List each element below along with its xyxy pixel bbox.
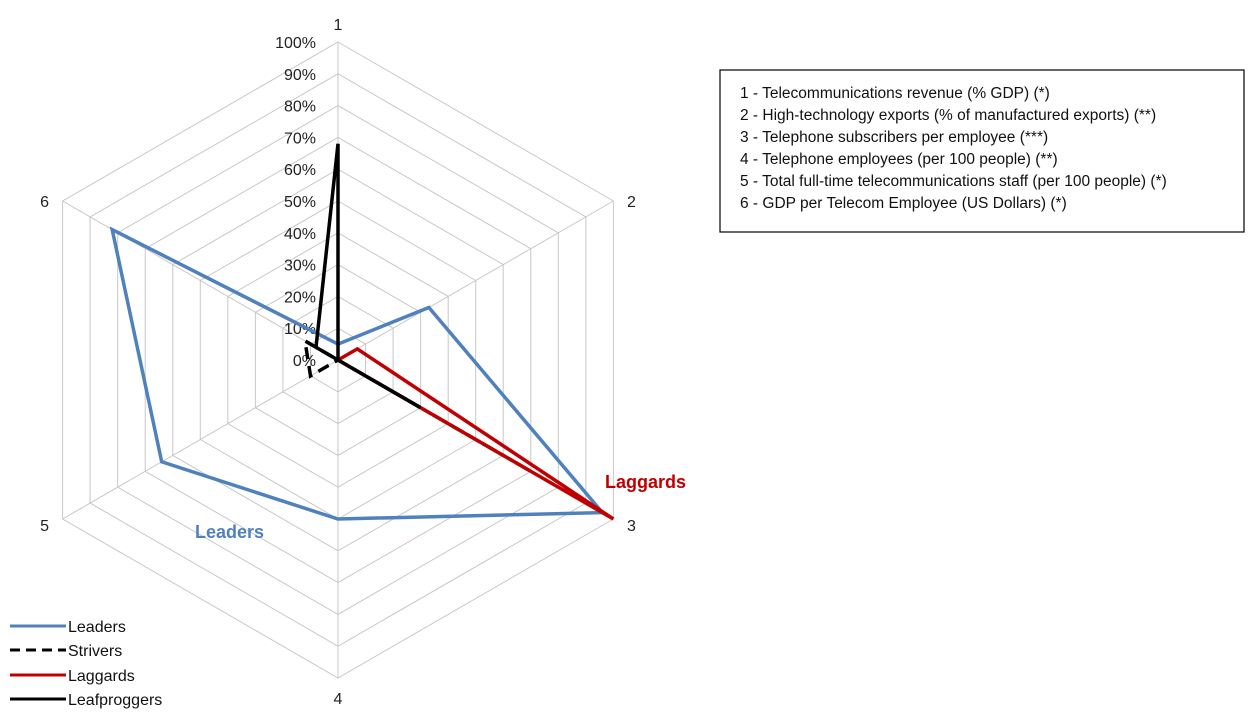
axis-description-6: 6 - GDP per Telecom Employee (US Dollars… [740, 195, 1067, 212]
tick-label: 0% [293, 353, 316, 370]
leaders-annotation: Leaders [195, 522, 264, 542]
tick-label: 40% [284, 226, 316, 243]
axis-description-5: 5 - Total full-time telecommunications s… [740, 173, 1167, 190]
axis-description-box: 1 - Telecommunications revenue (% GDP) (… [719, 69, 1245, 233]
axis-label-6: 6 [40, 194, 49, 211]
legend: Leaders Strivers Laggards Leafproggers [10, 619, 162, 709]
axis-label-4: 4 [334, 691, 343, 708]
tick-label: 80% [284, 99, 316, 116]
tick-label: 30% [284, 258, 316, 275]
legend-label-laggards: Laggards [68, 668, 135, 685]
tick-label: 50% [284, 194, 316, 211]
tick-label: 100% [275, 35, 316, 52]
axis-number-labels: 1 2 3 4 5 6 [40, 17, 636, 708]
series-laggards [334, 346, 615, 521]
legend-label-strivers: Strivers [68, 643, 122, 660]
axis-description-frame [719, 69, 1245, 233]
tick-label: 90% [284, 67, 316, 84]
axis-description-2: 2 - High-technology exports (% of manufa… [740, 107, 1156, 124]
laggards-annotation: Laggards [605, 472, 686, 492]
axis-description-4: 4 - Telephone employees (per 100 people)… [740, 151, 1058, 168]
axis-description-3: 3 - Telephone subscribers per employee (… [740, 129, 1048, 146]
tick-label: 60% [284, 162, 316, 179]
series-lines [109, 143, 615, 521]
axis-label-1: 1 [334, 17, 343, 34]
radial-tick-labels: 0% 10% 20% 30% 40% 50% 60% 70% 80% 90% 100% [275, 35, 316, 370]
axis-label-3: 3 [627, 518, 636, 535]
legend-label-leaders: Leaders [68, 619, 126, 636]
series-leafproggers [314, 143, 422, 410]
axis-label-5: 5 [40, 518, 49, 535]
legend-label-leafproggers: Leafproggers [68, 692, 162, 709]
tick-label: 20% [284, 289, 316, 306]
axis-label-2: 2 [627, 194, 636, 211]
tick-label: 10% [284, 321, 316, 338]
spoke-2 [337, 200, 614, 361]
series-strivers [302, 337, 532, 473]
spoke-5 [62, 359, 339, 520]
axis-description-1: 1 - Telecommunications revenue (% GDP) (… [740, 85, 1050, 102]
series-leaders [109, 226, 607, 521]
tick-label: 70% [284, 130, 316, 147]
spoke-6 [62, 200, 339, 361]
